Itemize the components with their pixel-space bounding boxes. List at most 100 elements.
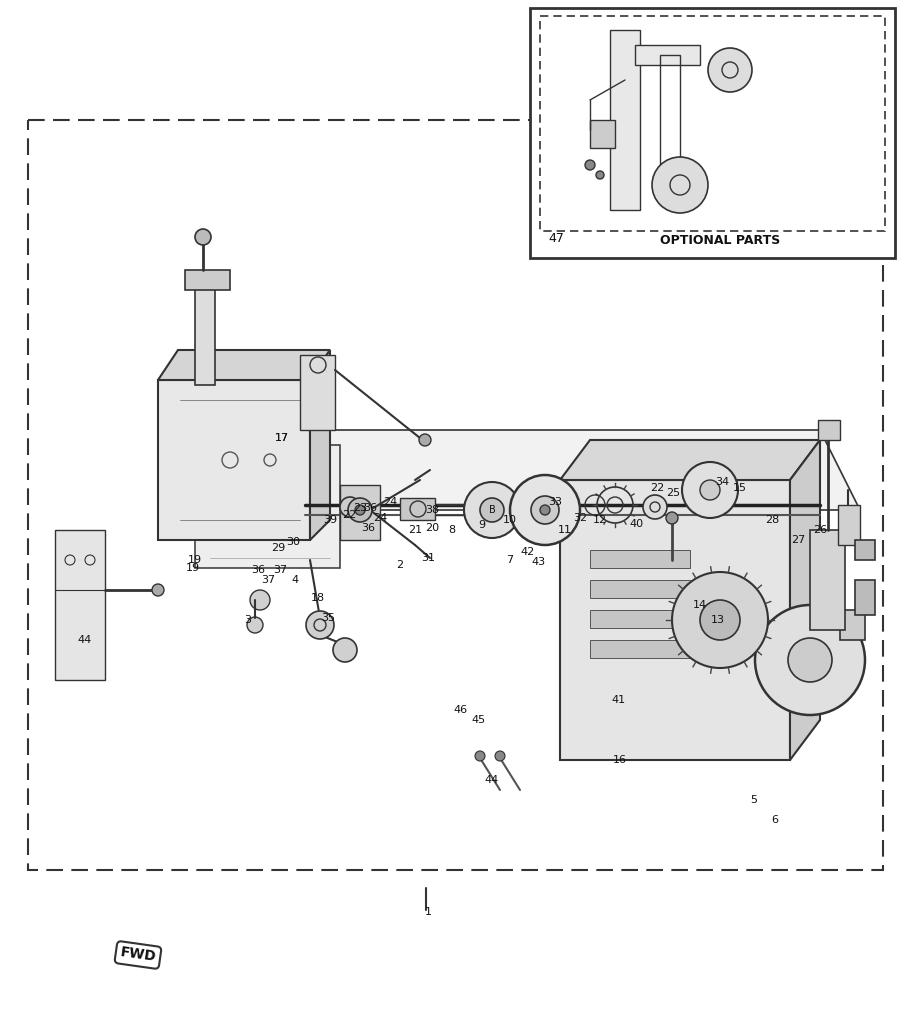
Polygon shape	[310, 350, 330, 540]
Text: 3: 3	[244, 615, 252, 625]
Circle shape	[672, 572, 768, 668]
Text: 1: 1	[424, 907, 431, 917]
Text: B: B	[488, 505, 496, 515]
Circle shape	[666, 512, 678, 524]
Circle shape	[708, 48, 752, 92]
Text: 17: 17	[274, 433, 289, 443]
Circle shape	[306, 611, 334, 639]
Circle shape	[480, 498, 504, 522]
Circle shape	[643, 495, 667, 519]
Circle shape	[495, 751, 505, 761]
Polygon shape	[590, 550, 690, 568]
Circle shape	[195, 229, 211, 245]
Text: 19: 19	[186, 564, 200, 573]
Polygon shape	[185, 270, 230, 290]
Circle shape	[540, 505, 550, 515]
Polygon shape	[340, 485, 380, 540]
Polygon shape	[590, 580, 690, 598]
Text: 20: 20	[425, 523, 439, 533]
Polygon shape	[158, 380, 310, 540]
Text: 25: 25	[666, 488, 680, 498]
Circle shape	[475, 751, 485, 761]
Text: 21: 21	[408, 525, 422, 535]
Bar	[28, 120, 883, 870]
Text: 23: 23	[353, 503, 367, 513]
Text: 7: 7	[507, 555, 513, 565]
Text: 24: 24	[373, 513, 387, 523]
Circle shape	[652, 157, 708, 213]
Text: 18: 18	[311, 593, 325, 603]
Circle shape	[247, 616, 263, 633]
Polygon shape	[55, 530, 105, 680]
Text: 34: 34	[715, 477, 729, 487]
Polygon shape	[840, 610, 865, 640]
Polygon shape	[590, 610, 690, 628]
Text: 33: 33	[548, 497, 562, 507]
Circle shape	[596, 171, 604, 179]
Text: 28: 28	[765, 515, 779, 525]
Text: 22: 22	[341, 510, 356, 520]
Text: 40: 40	[630, 519, 644, 529]
Text: 37: 37	[273, 565, 287, 575]
Polygon shape	[158, 350, 330, 380]
Circle shape	[585, 160, 595, 170]
Polygon shape	[190, 430, 860, 510]
Polygon shape	[400, 498, 435, 520]
Circle shape	[788, 638, 832, 682]
Circle shape	[348, 498, 372, 522]
Circle shape	[333, 638, 357, 662]
Text: 41: 41	[611, 695, 625, 705]
Text: 46: 46	[453, 705, 467, 715]
Polygon shape	[560, 480, 790, 760]
Circle shape	[419, 434, 431, 446]
Text: 44: 44	[485, 775, 499, 785]
Text: 10: 10	[503, 515, 517, 525]
Polygon shape	[855, 580, 875, 615]
Text: 47: 47	[548, 231, 564, 245]
Text: 9: 9	[478, 520, 486, 530]
Circle shape	[250, 590, 270, 610]
Text: 36: 36	[361, 523, 375, 533]
Polygon shape	[195, 445, 340, 568]
Circle shape	[355, 505, 365, 515]
Text: 15: 15	[733, 483, 747, 493]
Circle shape	[531, 496, 559, 524]
Circle shape	[682, 462, 738, 518]
Polygon shape	[300, 355, 335, 430]
Text: 26: 26	[813, 525, 827, 535]
Polygon shape	[195, 285, 215, 385]
Text: 35: 35	[321, 613, 335, 623]
Polygon shape	[838, 505, 860, 545]
Bar	[540, 16, 885, 231]
Circle shape	[340, 497, 360, 517]
Circle shape	[755, 605, 865, 715]
Circle shape	[464, 482, 520, 538]
Polygon shape	[810, 530, 845, 630]
Text: 22: 22	[650, 483, 664, 493]
Polygon shape	[818, 420, 840, 440]
Text: OPTIONAL PARTS: OPTIONAL PARTS	[660, 233, 780, 247]
Text: 27: 27	[791, 535, 805, 545]
Text: 31: 31	[421, 553, 435, 564]
Polygon shape	[635, 45, 700, 65]
Text: FWD: FWD	[119, 946, 157, 964]
Polygon shape	[855, 540, 875, 560]
Polygon shape	[610, 30, 640, 210]
Polygon shape	[590, 120, 615, 148]
Text: 12: 12	[593, 515, 607, 525]
Circle shape	[700, 480, 720, 500]
Text: 24: 24	[383, 497, 397, 507]
Text: 36: 36	[363, 503, 377, 513]
Text: 30: 30	[286, 537, 300, 547]
Text: 17: 17	[274, 433, 289, 443]
Text: 4: 4	[291, 575, 298, 585]
Text: 14: 14	[693, 600, 707, 610]
Text: 16: 16	[613, 755, 627, 765]
Circle shape	[152, 584, 164, 596]
Text: 37: 37	[261, 575, 275, 585]
Text: 11: 11	[558, 525, 572, 535]
Polygon shape	[790, 440, 820, 760]
Text: 39: 39	[323, 515, 337, 525]
Circle shape	[510, 475, 580, 545]
Text: 6: 6	[771, 815, 778, 825]
